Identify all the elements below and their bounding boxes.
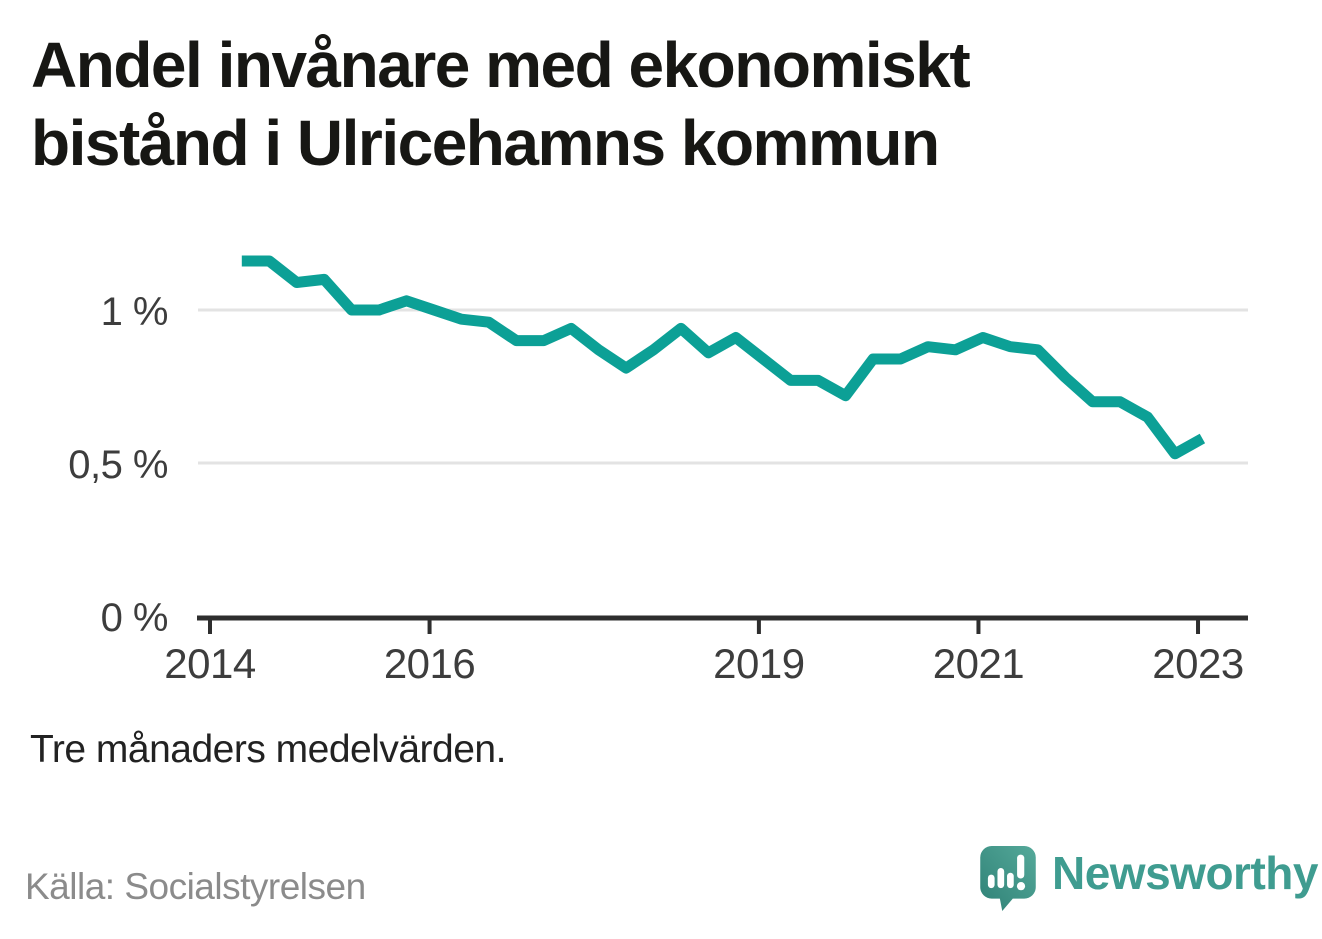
x-tick-label: 2019	[713, 640, 804, 687]
chart-title: Andel invånare med ekonomiskt bistånd i …	[31, 29, 971, 179]
x-tick-label: 2014	[164, 640, 256, 687]
x-tick-label: 2021	[933, 640, 1024, 687]
data-line	[241, 255, 1206, 460]
y-tick-label: 1 %	[101, 290, 168, 334]
x-axis-labels: 2014 2016 2019 2021 2023	[164, 640, 1244, 687]
x-tick-label: 2023	[1152, 640, 1243, 687]
bar-chart-glyph	[987, 867, 1014, 889]
x-axis-ticks	[208, 620, 1201, 634]
y-tick-label: 0 %	[101, 596, 168, 640]
source-credit: Källa: Socialstyrelsen	[25, 866, 366, 907]
exclamation-glyph	[1016, 854, 1026, 891]
newsworthy-brand: Newsworthy	[979, 845, 1318, 912]
newsworthy-wordmark: Newsworthy	[1052, 846, 1318, 899]
newsworthy-logo-icon	[980, 845, 1036, 912]
gridlines	[198, 308, 1248, 465]
x-tick-label: 2016	[384, 640, 475, 687]
chart-note: Tre månaders medelvärden.	[30, 728, 506, 771]
y-axis-labels: 0 % 0,5 % 1 %	[68, 290, 168, 640]
y-tick-label: 0,5 %	[68, 443, 168, 487]
